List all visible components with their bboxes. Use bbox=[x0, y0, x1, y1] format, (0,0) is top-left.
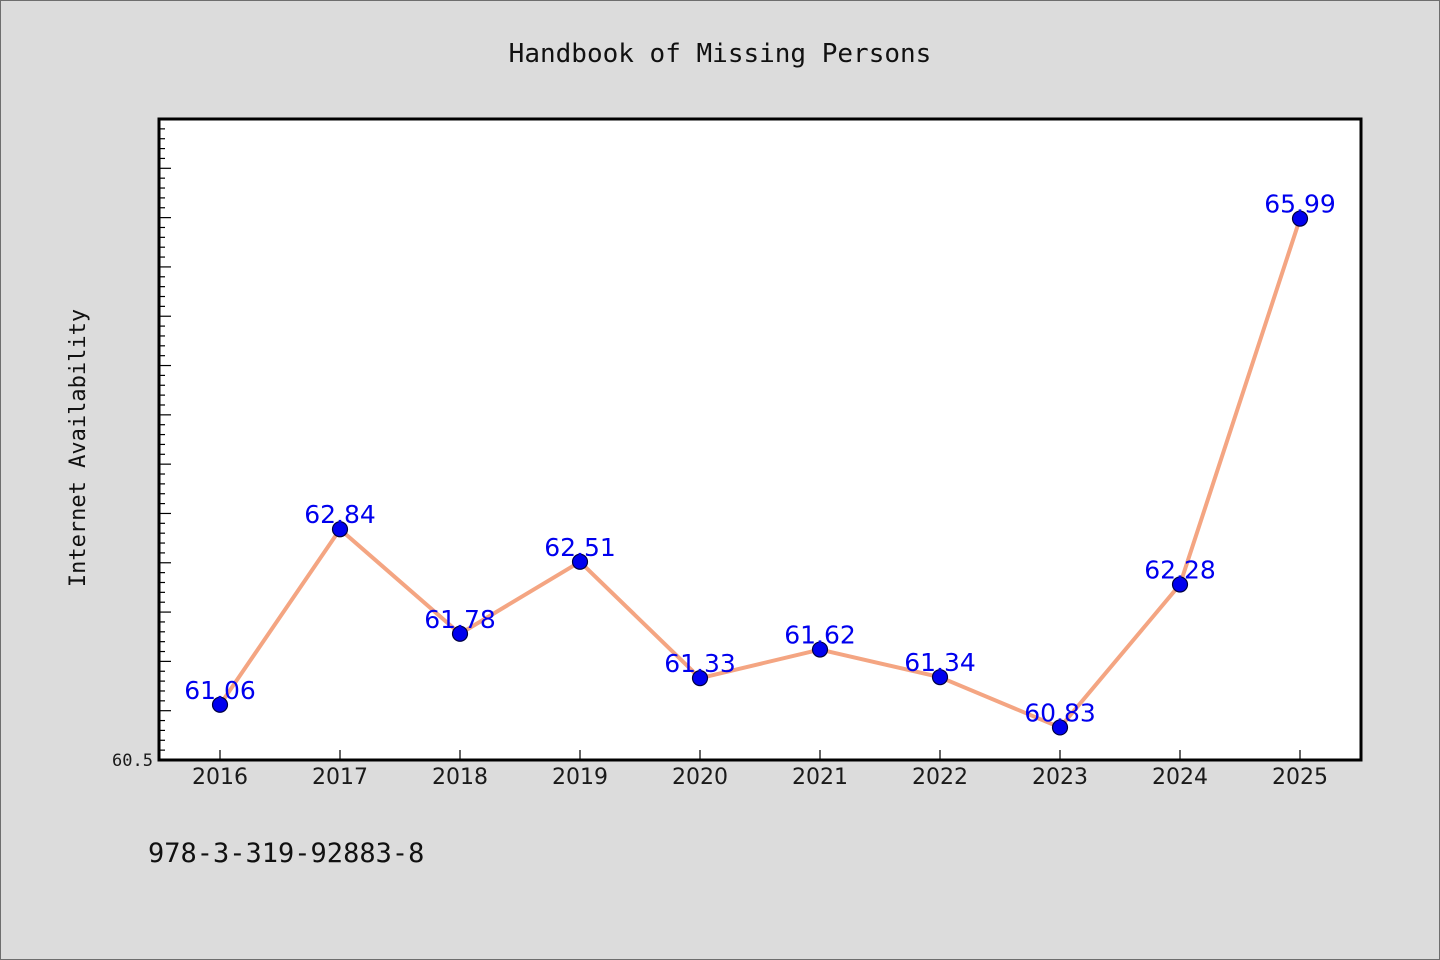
x-tick-label: 2022 bbox=[912, 765, 968, 790]
x-tick-label: 2017 bbox=[312, 765, 368, 790]
data-point bbox=[811, 641, 829, 658]
data-label: 61.34 bbox=[904, 648, 976, 677]
x-tick-label: 2016 bbox=[192, 765, 248, 790]
series-group: 61.06 62.84 61.78 62.51 61.33 61.62 61.34 60.83… bbox=[184, 190, 1336, 736]
data-point bbox=[571, 553, 589, 570]
data-point bbox=[211, 696, 229, 713]
x-tick-label: 2021 bbox=[792, 765, 848, 790]
chart-title: Handbook of Missing Persons bbox=[509, 39, 932, 69]
data-point bbox=[931, 669, 949, 686]
x-tick-label: 2018 bbox=[432, 765, 488, 790]
plot-area bbox=[157, 117, 1363, 762]
data-label: 62.51 bbox=[544, 533, 616, 562]
data-point bbox=[691, 670, 709, 687]
data-point bbox=[331, 521, 349, 538]
data-label: 65.99 bbox=[1264, 190, 1336, 219]
data-label: 61.33 bbox=[664, 649, 736, 678]
x-tick-label: 2020 bbox=[672, 765, 728, 790]
x-tick-label: 2024 bbox=[1152, 765, 1208, 790]
x-tick-label: 2023 bbox=[1032, 765, 1088, 790]
series-line bbox=[218, 216, 1302, 730]
data-label: 61.06 bbox=[184, 676, 256, 705]
data-point bbox=[1051, 719, 1069, 736]
y-tick-label: 60.5 bbox=[112, 751, 153, 771]
x-axis-ticks: 2016 2017 2018 2019 2020 2021 2022 2023 2024 2025 bbox=[192, 750, 1328, 790]
footer-isbn: 978-3-319-92883-8 bbox=[148, 838, 424, 869]
x-tick-label: 2019 bbox=[552, 765, 608, 790]
x-tick-label: 2025 bbox=[1272, 765, 1328, 790]
data-label: 62.28 bbox=[1144, 555, 1216, 584]
data-label: 60.83 bbox=[1024, 698, 1096, 727]
data-label: 62.84 bbox=[304, 500, 376, 529]
y-axis-ticks: 60.5 bbox=[112, 128, 171, 771]
data-label: 61.62 bbox=[784, 621, 856, 650]
data-point bbox=[451, 625, 469, 642]
data-point bbox=[1171, 576, 1189, 593]
data-label: 61.78 bbox=[424, 605, 496, 634]
y-axis-label: Internet Availability bbox=[66, 309, 91, 587]
data-point bbox=[1291, 210, 1309, 227]
